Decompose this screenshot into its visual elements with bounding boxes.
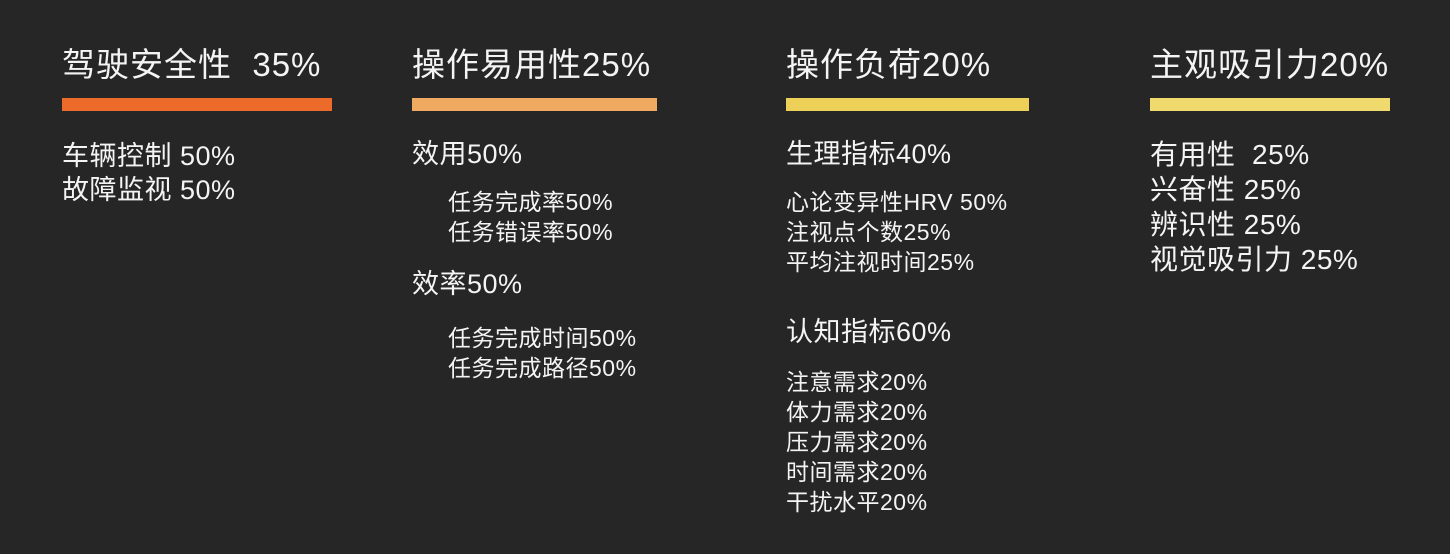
accent-rule [786,98,1029,111]
sub-criterion-item: 任务完成路径50% [448,355,637,381]
sub-criterion-item: 任务完成时间50% [448,325,637,351]
criterion-item: 效用50% [412,139,523,169]
accent-rule [1150,98,1390,111]
criterion-item: 效率50% [412,269,523,299]
column-driving-safety: 驾驶安全性 35% 车辆控制 50% 故障监视 50% [62,46,332,207]
criterion-item: 有用性 25% [1150,139,1310,170]
accent-rule [412,98,657,111]
criterion-item: 兴奋性 25% [1150,174,1302,205]
column-usability: 操作易用性25% 效用50% 任务完成率50% 任务错误率50% 效率50% 任… [412,46,657,383]
sub-criterion-item: 注视点个数25% [786,219,952,245]
sub-criterion-item: 平均注视时间25% [786,249,975,275]
column-title: 操作负荷20% [786,46,992,83]
sub-criterion-item: 心论变异性HRV 50% [786,189,1008,215]
sub-criterion-item: 干扰水平20% [786,489,928,515]
criterion-item: 车辆控制 50% [62,141,236,171]
criterion-item: 认知指标60% [786,317,952,347]
criterion-item: 故障监视 50% [62,175,236,205]
criterion-item: 辨识性 25% [1150,209,1302,240]
sub-criterion-item: 体力需求20% [786,399,928,425]
criterion-item: 视觉吸引力 25% [1150,244,1359,275]
column-title: 主观吸引力20% [1150,46,1390,83]
sub-criterion-item: 任务错误率50% [448,219,614,245]
column-subjective-appeal: 主观吸引力20% 有用性 25% 兴奋性 25% 辨识性 25% 视觉吸引力 2… [1150,46,1390,277]
accent-rule [62,98,332,111]
column-workload: 操作负荷20% 生理指标40% 心论变异性HRV 50% 注视点个数25% 平均… [786,46,1029,517]
column-title: 驾驶安全性 35% [62,46,322,83]
sub-criterion-item: 压力需求20% [786,429,928,455]
sub-criterion-item: 时间需求20% [786,459,928,485]
column-title: 操作易用性25% [412,46,652,83]
criterion-item: 生理指标40% [786,139,952,169]
sub-criterion-item: 任务完成率50% [448,189,614,215]
sub-criterion-item: 注意需求20% [786,369,928,395]
